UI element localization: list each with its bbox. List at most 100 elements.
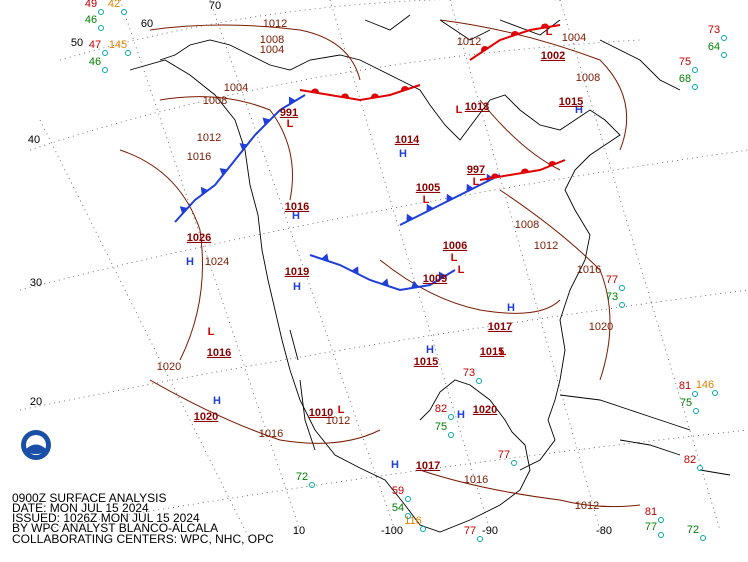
center-letter: L [287, 118, 294, 130]
fronts [174, 23, 566, 292]
center-pressure: 1017 [488, 321, 512, 333]
station-value: 81 [679, 380, 691, 392]
center-letter: L [458, 264, 465, 276]
center-letter: H [292, 210, 300, 222]
isobar-label: 1012 [457, 36, 481, 48]
center-pressure: 1019 [285, 266, 309, 278]
station-value: 82 [684, 454, 696, 466]
isobar-label: 1008 [515, 219, 539, 231]
station-dot [693, 408, 699, 414]
center-pressure: 1017 [416, 460, 440, 472]
station-value: 77 [464, 525, 476, 537]
center-pressure: 991 [280, 107, 298, 119]
front-symbol [481, 46, 489, 53]
grid-label: 60 [141, 18, 153, 30]
center-letter: H [426, 344, 434, 356]
center-pressure: 1026 [187, 232, 211, 244]
isobar-label: 1008 [576, 72, 600, 84]
station-value: 42 [108, 0, 120, 10]
front-symbol [401, 86, 409, 92]
grid-label: 10 [293, 525, 305, 537]
front-symbol [179, 206, 188, 214]
center-pressure: 1015 [480, 346, 504, 358]
grid-label: -100 [381, 525, 403, 537]
grid-label: -80 [596, 525, 612, 537]
station-value: 54 [392, 502, 404, 514]
center-letter: L [500, 346, 507, 358]
station-dot [692, 391, 698, 397]
center-letter: L [423, 194, 430, 206]
station-dot [309, 482, 315, 488]
isobar-label: 1004 [260, 44, 284, 56]
center-pressure: 1014 [395, 134, 420, 146]
station-value: 68 [679, 73, 691, 85]
front-symbol [219, 168, 228, 176]
isobars [119, 19, 641, 508]
station-value: 49 [85, 0, 97, 10]
grid-label: 70 [209, 0, 221, 12]
center-pressure: 1020 [473, 404, 497, 416]
header-line: DATE: MON JUL 15 2024 [12, 501, 149, 515]
center-letter: H [213, 395, 221, 407]
front-symbol [351, 266, 359, 275]
center-letter: H [457, 409, 465, 421]
grid-label: 20 [30, 396, 42, 408]
station-dot [619, 285, 625, 291]
center-pressure: 1006 [443, 240, 467, 252]
station-value: 73 [606, 291, 618, 303]
front-symbol [381, 278, 389, 287]
front-symbol [341, 93, 349, 99]
station-dot [125, 50, 131, 56]
center-pressure: 1016 [285, 201, 309, 213]
front-symbol [521, 168, 529, 174]
center-letter: H [293, 281, 301, 293]
station-dot [420, 526, 426, 532]
header-line: COLLABORATING CENTERS: WPC, NHC, OPC [12, 532, 274, 546]
center-pressure: 1015 [559, 96, 583, 108]
station-value: 75 [680, 397, 692, 409]
station-value: 145 [109, 39, 127, 51]
grid-label: 50 [71, 37, 83, 49]
station-value: 46 [85, 14, 97, 26]
center-letter: H [186, 256, 194, 268]
isobar-label: 1024 [205, 256, 229, 268]
station-value: 82 [435, 403, 447, 415]
coastlines [129, 14, 731, 533]
station-value: 75 [679, 56, 691, 68]
center-pressure: 1016 [207, 347, 231, 359]
isobar-label: 1016 [259, 428, 283, 440]
center-letter: H [399, 148, 407, 160]
station-dot [692, 84, 698, 90]
front-symbol [371, 93, 379, 99]
station-dot [700, 535, 706, 541]
station-value: 47 [89, 39, 101, 51]
center-pressure: 1020 [194, 411, 218, 423]
station-value: 73 [463, 367, 475, 379]
front-line [299, 84, 421, 102]
station-dot [98, 9, 104, 15]
station-value: 46 [89, 56, 101, 68]
station-dot [405, 496, 411, 502]
grid-label: -90 [482, 525, 498, 537]
center-pressure: 1015 [414, 356, 438, 368]
isobar-label: 1012 [197, 132, 221, 144]
front-symbol [548, 161, 557, 167]
isobar-label: 1008 [203, 95, 227, 107]
center-pressure: 1009 [423, 273, 447, 285]
station-value: 77 [498, 449, 510, 461]
front-symbol [311, 88, 319, 94]
station-dot [448, 432, 454, 438]
center-pressure: 997 [467, 164, 485, 176]
station-dot [102, 50, 108, 56]
center-pressure: 1002 [541, 50, 565, 62]
center-letter: L [451, 252, 458, 264]
front-symbol [239, 143, 248, 151]
isobar-label: 1008 [260, 34, 284, 46]
station-dot [658, 532, 664, 538]
front-symbol [288, 96, 296, 105]
station-value: 77 [645, 521, 657, 533]
center-pressure: 1013 [465, 101, 489, 113]
station-dot [697, 465, 703, 471]
